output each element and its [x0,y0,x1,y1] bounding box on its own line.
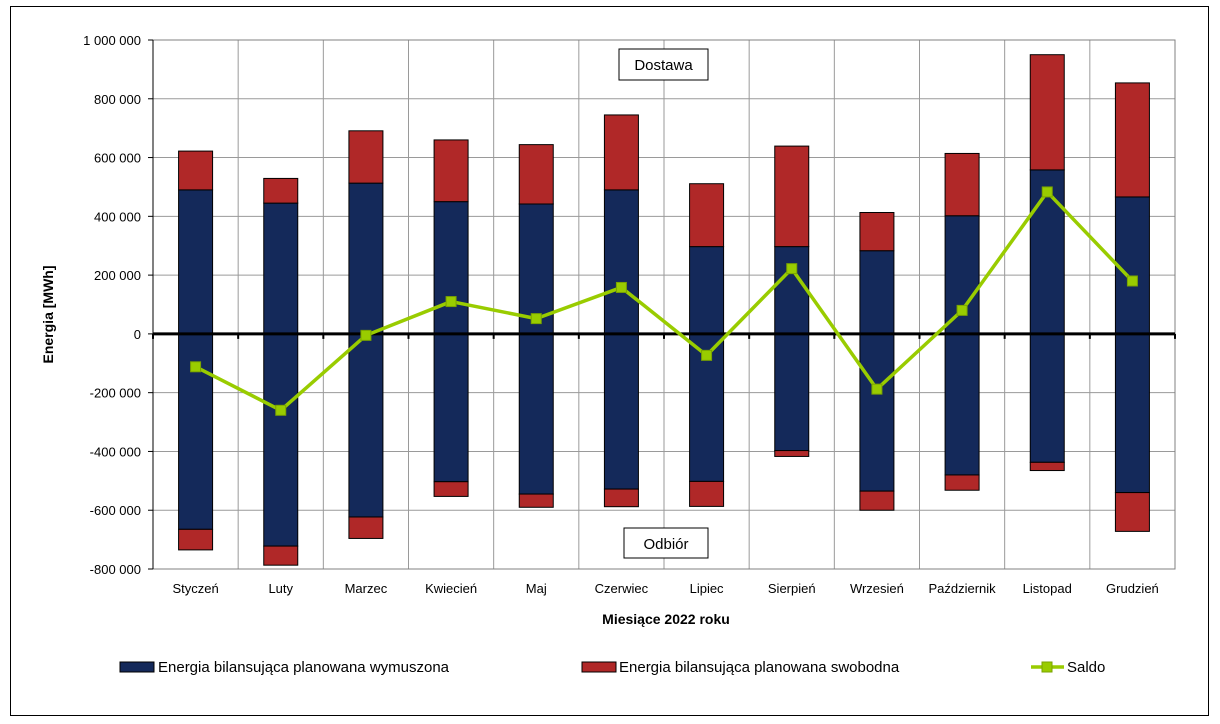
x-tick-label: Grudzień [1106,581,1159,596]
bar-free-positive [944,152,980,217]
saldo-point [1041,186,1053,198]
bar-forced-positive [178,189,214,335]
bar-forced-positive [944,215,980,335]
bar-free-positive [1029,54,1065,171]
x-tick-label: Listopad [1023,581,1072,596]
y-tick-label: 1 000 000 [83,33,141,48]
bar-free-positive [689,183,725,248]
bar-free-negative [603,488,639,508]
bar-forced-positive [603,189,639,335]
x-tick-label: Wrzesień [850,581,904,596]
bar-free-negative [859,490,895,511]
y-tick-label: 600 000 [94,151,141,166]
saldo-point [360,329,372,341]
bar-free-negative [433,481,469,497]
bar-forced-positive [518,203,554,335]
bar-free-positive [178,150,214,191]
legend-label-forced: Energia bilansująca planowana wymuszona [158,659,450,676]
annotation-dostawa: Dostawa [634,57,693,74]
x-tick-label: Sierpień [768,581,816,596]
bar-free-negative [1029,461,1065,472]
saldo-point [1126,275,1138,287]
bar-free-negative [263,545,299,566]
y-tick-label: 0 [134,327,141,342]
bar-forced-negative [348,333,384,518]
x-tick-label: Październik [928,581,996,596]
x-tick-label: Maj [526,581,547,596]
x-tick-label: Czerwiec [595,581,649,596]
saldo-point [701,349,713,361]
saldo-point [871,383,883,395]
x-tick-label: Luty [268,581,293,596]
bar-free-positive [433,139,469,203]
x-axis-title: Miesiące 2022 roku [602,611,730,627]
legend-swatch-free [581,661,617,673]
y-tick-label: -400 000 [90,444,141,459]
bar-forced-positive [774,246,810,335]
legend-swatch-saldo-marker [1041,661,1053,673]
bar-free-negative [348,516,384,539]
bar-forced-negative [518,333,554,495]
bar-free-positive [603,114,639,191]
bar-free-positive [263,177,299,204]
bar-free-negative [944,474,980,491]
bar-forced-negative [433,333,469,483]
y-tick-label: -200 000 [90,386,141,401]
bar-free-positive [518,144,554,205]
bar-forced-negative [944,333,980,476]
bar-forced-positive [433,201,469,335]
legend-label-free: Energia bilansująca planowana swobodna [619,659,900,676]
bar-forced-positive [859,250,895,335]
bar-forced-negative [603,333,639,490]
annotation-box-dostawa [618,48,709,81]
bar-forced-negative [1114,333,1150,494]
x-tick-label: Marzec [345,581,388,596]
y-tick-label: -800 000 [90,562,141,577]
y-tick-label: 200 000 [94,268,141,283]
saldo-point [190,361,202,373]
bar-forced-positive [689,246,725,335]
bar-free-negative [689,480,725,507]
saldo-line [194,190,1134,413]
bar-forced-negative [263,333,299,547]
bar-free-positive [1114,82,1150,198]
bar-free-negative [518,493,554,508]
bar-free-positive [774,145,810,248]
bar-forced-negative [1029,333,1065,463]
bar-forced-negative [859,333,895,492]
annotation-box-odbior [623,527,709,559]
bar-free-positive [348,130,384,184]
bar-forced-positive [1114,196,1150,335]
bar-free-negative [178,528,214,551]
bar-forced-positive [263,202,299,335]
x-tick-label: Kwiecień [425,581,477,596]
saldo-point [786,263,798,275]
saldo-point [275,404,287,416]
saldo-point [530,313,542,325]
legend-label-saldo: Saldo [1067,659,1105,676]
annotation-odbior: Odbiór [643,536,688,553]
bar-forced-positive [348,182,384,335]
x-tick-label: Styczeń [172,581,218,596]
bar-free-negative [1114,492,1150,532]
bar-free-positive [859,212,895,252]
y-tick-label: 400 000 [94,209,141,224]
saldo-point [956,304,968,316]
saldo-point [445,296,457,308]
bar-free-negative [774,450,810,457]
y-tick-label: 800 000 [94,92,141,107]
legend-swatch-forced [119,661,155,673]
x-tick-label: Lipiec [690,581,724,596]
y-axis-title: Energia [MWh] [40,266,56,364]
saldo-point [615,281,627,293]
bar-forced-negative [774,333,810,452]
y-tick-label: -600 000 [90,503,141,518]
